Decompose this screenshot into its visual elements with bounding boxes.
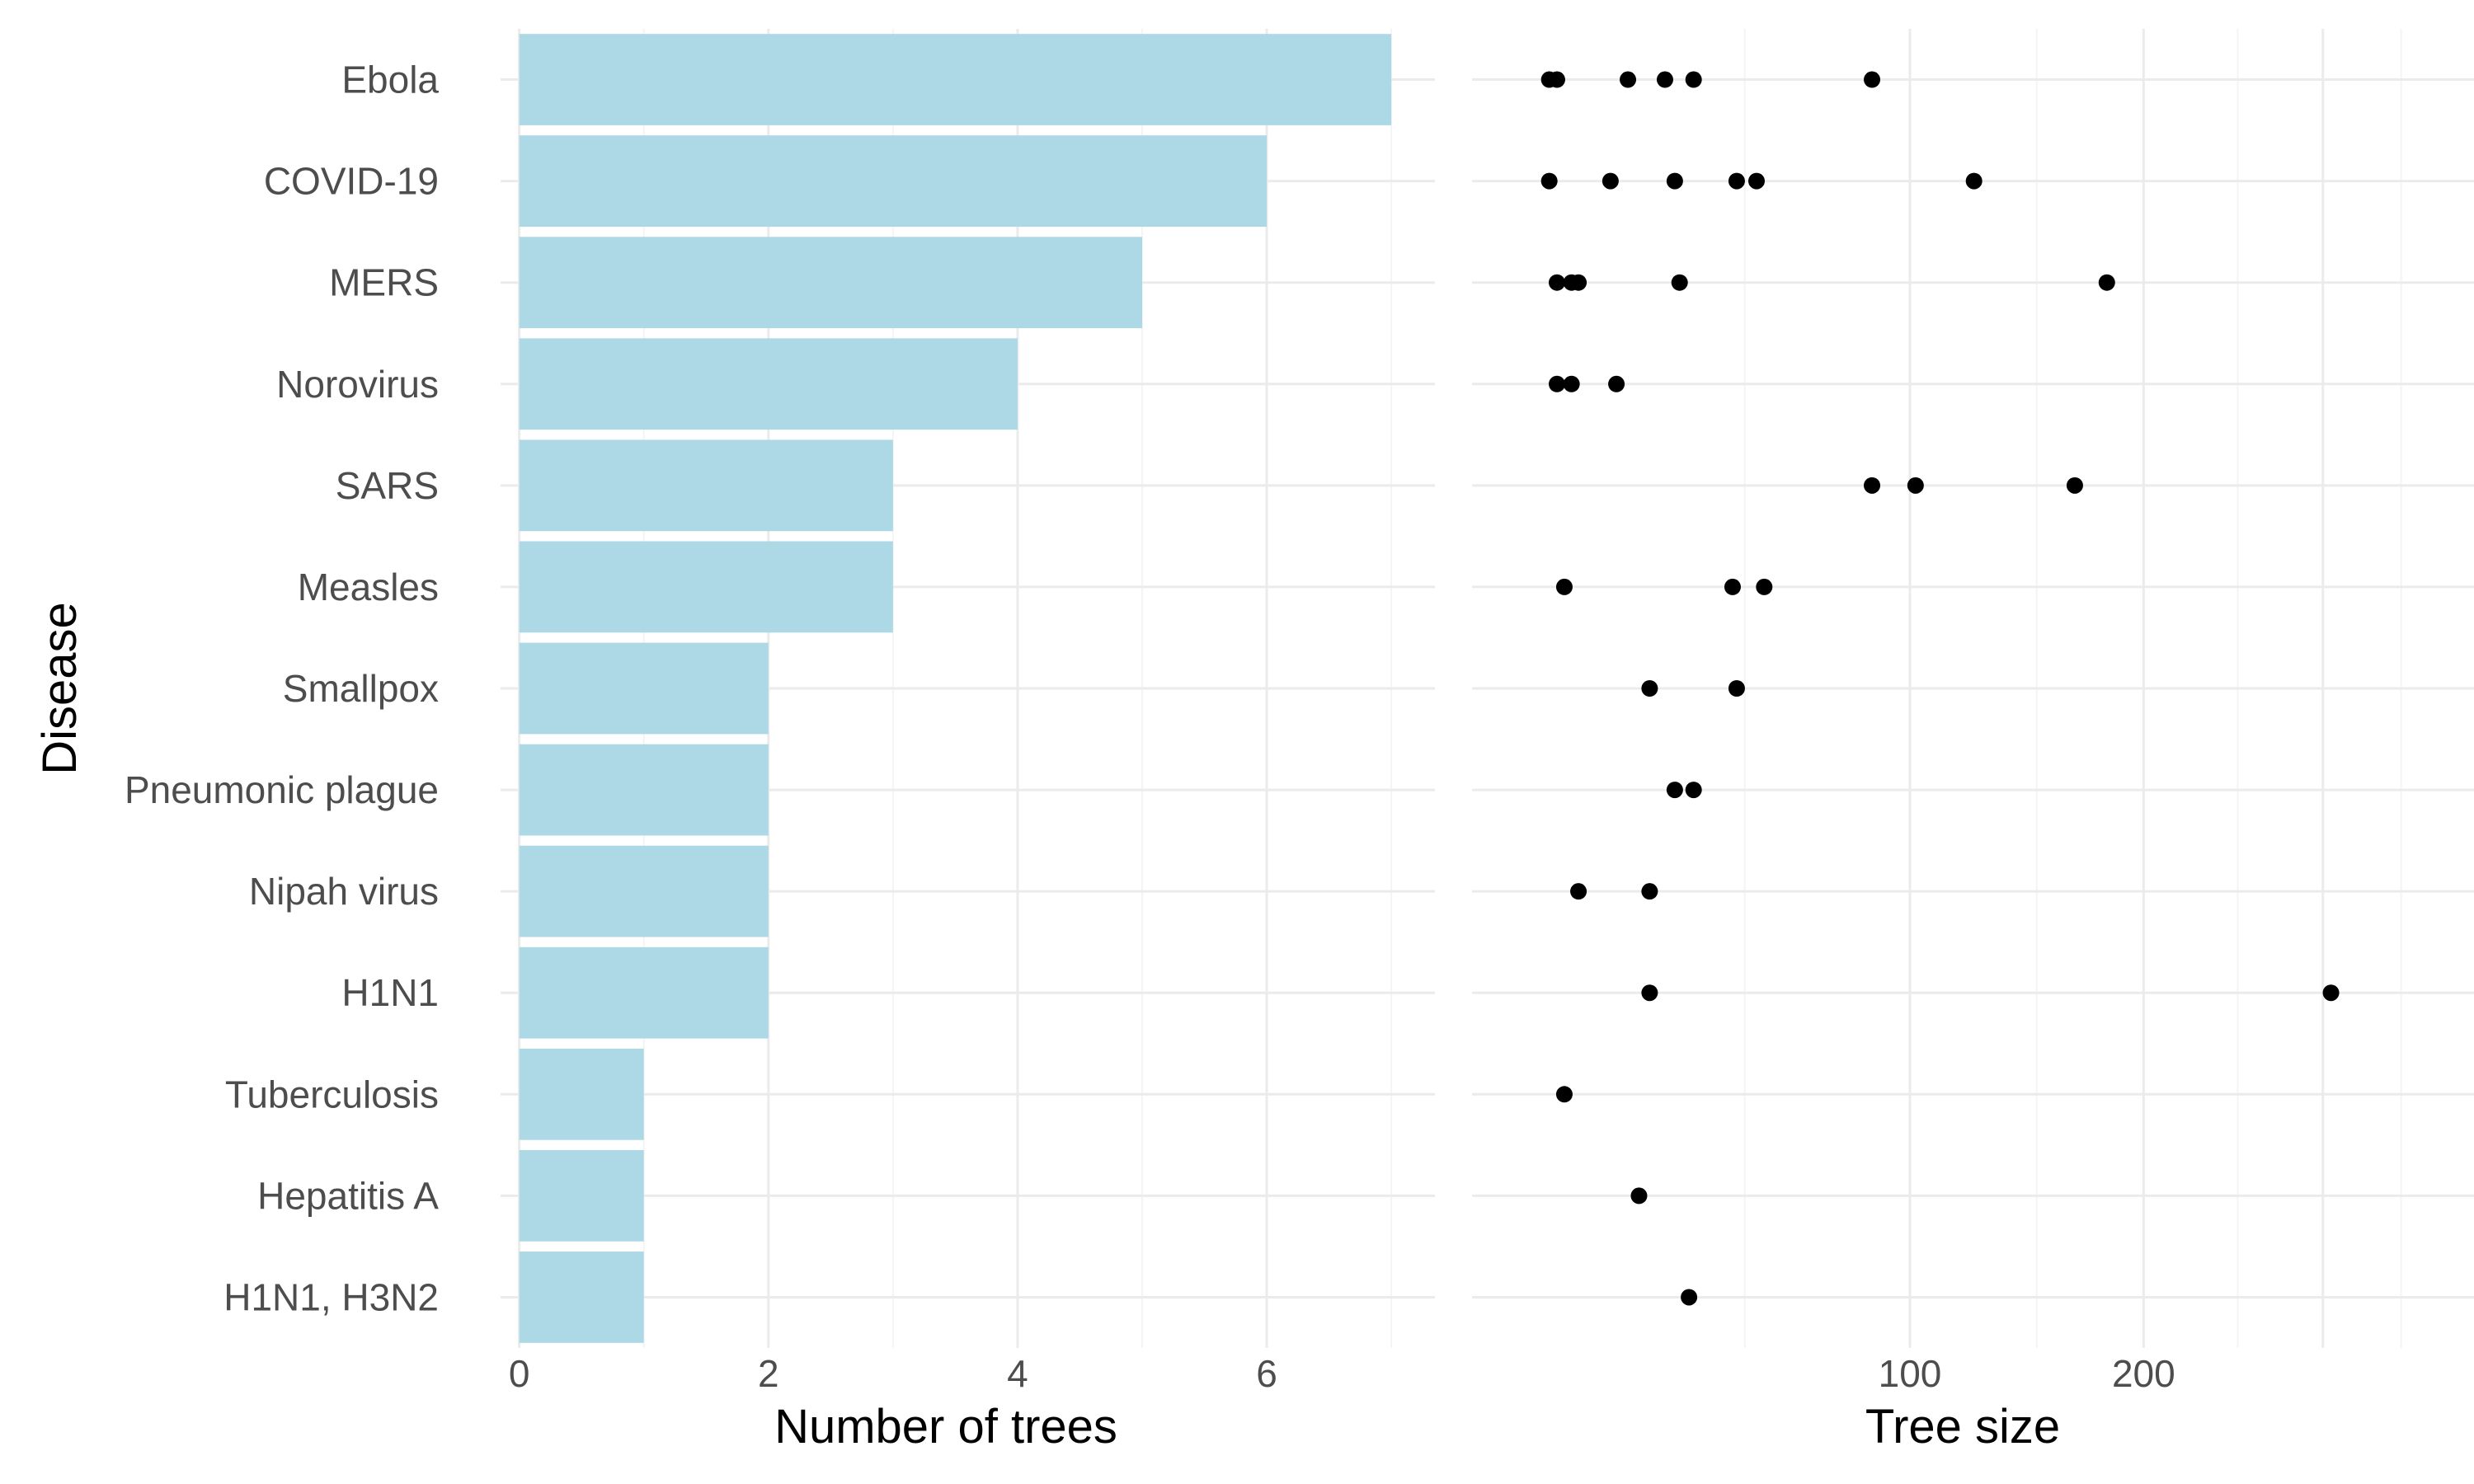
scatter-point	[1681, 1289, 1698, 1306]
scatter-point	[1728, 172, 1745, 190]
scatter-point	[1555, 1086, 1573, 1103]
scatter-point	[1666, 172, 1683, 190]
y-axis-title: Disease	[33, 602, 87, 775]
scatter-panel: 100 200	[1472, 29, 2474, 1395]
scatter-point	[1756, 578, 1773, 595]
bar	[519, 237, 1142, 329]
category-tick-label: Norovirus	[276, 363, 439, 406]
scatter-point	[1641, 680, 1658, 697]
scatter-point	[1620, 71, 1637, 88]
bar-panel: 0 2 4 6	[501, 29, 1435, 1395]
scatter-point	[1685, 782, 1702, 799]
bar-x-tick-label: 0	[509, 1352, 530, 1395]
scatter-point	[1685, 71, 1702, 88]
category-labels: Ebola COVID-19 MERS Norovirus SARS Measles Sma…	[125, 59, 439, 1319]
scatter-x-tick-label: 200	[2112, 1352, 2175, 1395]
scatter-point	[2322, 984, 2340, 1002]
scatter-point	[1641, 883, 1658, 900]
bar	[519, 541, 893, 633]
scatter-point	[1555, 578, 1573, 595]
scatter-point	[1548, 71, 1565, 88]
bar	[519, 1048, 644, 1140]
scatter-point	[1724, 578, 1741, 595]
scatter-point	[1602, 172, 1619, 190]
scatter-point	[1728, 680, 1745, 697]
category-tick-label: H1N1, H3N2	[223, 1275, 439, 1318]
scatter-point	[1548, 274, 1565, 291]
scatter-point	[1747, 172, 1765, 190]
bar	[519, 946, 769, 1039]
scatter-point	[1864, 477, 1881, 494]
bar	[519, 1150, 644, 1242]
category-tick-label: COVID-19	[264, 160, 439, 203]
scatter-point	[1630, 1187, 1648, 1205]
bar-x-tick-label: 6	[1256, 1352, 1277, 1395]
bar-x-tick-label: 2	[758, 1352, 779, 1395]
bar	[519, 135, 1268, 227]
bar	[519, 1252, 644, 1343]
scatter-x-axis-title: Tree size	[1865, 1400, 2060, 1453]
category-tick-label: Pneumonic plague	[125, 768, 439, 811]
bar-x-axis-title: Number of trees	[774, 1400, 1117, 1453]
scatter-point	[1563, 375, 1580, 392]
category-tick-label: Ebola	[341, 59, 439, 101]
scatter-point	[1608, 375, 1625, 392]
scatter-point	[1907, 477, 1924, 494]
bar-x-tick-label: 4	[1007, 1352, 1028, 1395]
scatter-point	[1641, 984, 1658, 1002]
bar	[519, 744, 769, 836]
scatter-point	[1548, 375, 1565, 392]
scatter-x-tick-label: 100	[1879, 1352, 1942, 1395]
bar	[519, 338, 1018, 430]
category-tick-label: Tuberculosis	[225, 1073, 439, 1115]
scatter-point	[1570, 274, 1587, 291]
scatter-point	[1666, 782, 1683, 799]
scatter-point	[1540, 172, 1558, 190]
scatter-point	[1671, 274, 1688, 291]
category-tick-label: Hepatitis A	[257, 1174, 439, 1217]
scatter-point	[1570, 883, 1587, 900]
scatter-point	[1656, 71, 1673, 88]
scatter-point	[1965, 172, 1982, 190]
scatter-point	[1864, 71, 1881, 88]
bar	[519, 642, 769, 735]
bar	[519, 845, 769, 937]
scatter-point	[2098, 274, 2115, 291]
scatter-point	[2066, 477, 2083, 494]
category-tick-label: Smallpox	[283, 667, 439, 710]
category-tick-label: H1N1	[341, 971, 439, 1014]
category-tick-label: SARS	[336, 464, 439, 507]
category-tick-label: MERS	[329, 261, 439, 304]
category-tick-label: Measles	[298, 566, 439, 608]
bar	[519, 439, 893, 532]
category-tick-label: Nipah virus	[249, 870, 439, 913]
bar	[519, 34, 1392, 125]
